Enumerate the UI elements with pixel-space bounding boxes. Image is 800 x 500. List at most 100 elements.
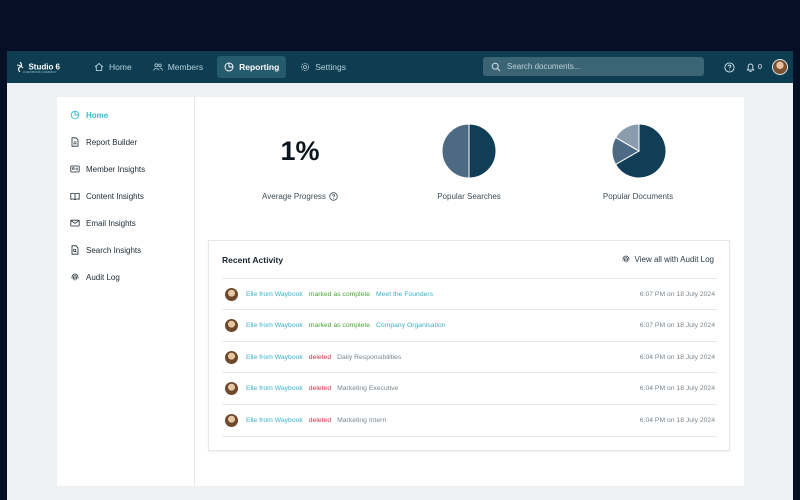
brand-name: Studio 6 xyxy=(28,62,61,72)
activity-row: Elle from Waybook deleted Marketing Exec… xyxy=(222,372,717,404)
sidebar-item-label: Home xyxy=(86,110,109,120)
average-progress-label-row: Average Progress xyxy=(240,192,360,201)
pie-slice[interactable] xyxy=(614,123,640,152)
popular-searches-label: Popular Searches xyxy=(437,192,501,201)
view-audit-log-link[interactable]: View all with Audit Log xyxy=(621,254,714,264)
activity-target-link[interactable]: Meet the Founders xyxy=(376,291,434,298)
average-progress-label: Average Progress xyxy=(262,192,326,201)
recent-activity-title: Recent Activity xyxy=(222,255,284,265)
reporting-sidebar: Home Report Builder Member Insights Cont… xyxy=(57,97,195,486)
activity-timestamp: 6:07 PM on 18 July 2024 xyxy=(639,291,715,298)
info-icon[interactable] xyxy=(329,192,338,201)
activity-user-avatar xyxy=(225,319,238,332)
member-card-icon xyxy=(70,165,80,173)
sidebar-item-audit-log[interactable]: Audit Log xyxy=(70,270,120,284)
members-icon xyxy=(152,63,163,71)
sidebar-item-label: Content Insights xyxy=(86,191,144,201)
activity-row: Elle from Waybook marked as complete Mee… xyxy=(222,278,717,310)
search-icon xyxy=(491,62,501,71)
nav-item-settings[interactable]: Settings xyxy=(293,56,353,78)
activity-action: deleted xyxy=(308,385,332,392)
activity-action: marked as complete xyxy=(308,322,370,329)
notifications-button[interactable]: 0 xyxy=(745,62,762,73)
brand-tagline: A WAYBOOK COMPANY xyxy=(23,70,57,74)
activity-user-link[interactable]: Elle from Waybook xyxy=(246,322,303,329)
sidebar-item-label: Report Builder xyxy=(86,137,138,147)
nav-item-label: Reporting xyxy=(239,62,280,72)
book-icon xyxy=(70,192,80,201)
stat-popular-documents: Popular Documents xyxy=(578,192,698,201)
user-avatar[interactable] xyxy=(771,59,788,75)
main-nav: Home Members Reporting Settings xyxy=(87,56,360,78)
sidebar-item-search-insights[interactable]: Search Insights xyxy=(70,243,141,257)
activity-user-link[interactable]: Elle from Waybook xyxy=(246,385,303,392)
popular-searches-pie-chart[interactable] xyxy=(441,123,497,179)
help-icon[interactable] xyxy=(724,61,735,73)
activity-target-link[interactable]: Company Organisation xyxy=(376,322,446,329)
home-icon xyxy=(70,110,80,120)
stat-average-progress: 1% xyxy=(250,136,350,167)
search-box[interactable] xyxy=(483,57,704,76)
activity-user-link[interactable]: Elle from Waybook xyxy=(246,291,303,298)
sidebar-item-label: Search Insights xyxy=(86,245,142,255)
sidebar-item-label: Email Insights xyxy=(86,218,136,228)
sidebar-item-home[interactable]: Home xyxy=(70,108,108,122)
popular-documents-label: Popular Documents xyxy=(602,192,674,201)
top-navigation-bar: Studio 6 A WAYBOOK COMPANY Home Members … xyxy=(7,51,793,83)
average-progress-value: 1% xyxy=(280,136,320,166)
pie-slice[interactable] xyxy=(614,123,667,179)
activity-action: deleted xyxy=(308,354,332,361)
activity-row: Elle from Waybook deleted Daily Responsi… xyxy=(222,341,717,373)
activity-action: marked as complete xyxy=(308,291,370,298)
recent-activity-card: Recent Activity View all with Audit Log … xyxy=(208,240,730,451)
popular-documents-pie-chart[interactable] xyxy=(611,123,667,179)
logo-mark-icon xyxy=(16,61,24,72)
sidebar-item-label: Member Insights xyxy=(86,164,146,174)
nav-item-home[interactable]: Home xyxy=(87,56,139,78)
home-icon xyxy=(94,62,104,72)
fingerprint-icon xyxy=(71,273,79,281)
bell-icon xyxy=(746,63,755,72)
activity-timestamp: 6:04 PM on 18 July 2024 xyxy=(639,417,715,424)
top-right-actions: 0 xyxy=(724,59,788,75)
activity-timestamp: 6:04 PM on 18 July 2024 xyxy=(639,354,715,361)
envelope-icon xyxy=(70,219,80,227)
fingerprint-icon xyxy=(622,255,629,263)
activity-user-avatar xyxy=(225,414,238,427)
studio6-logo[interactable]: Studio 6 A WAYBOOK COMPANY xyxy=(16,58,60,76)
stat-average-progress-caption: Average Progress xyxy=(240,192,360,201)
activity-row: Elle from Waybook marked as complete Com… xyxy=(222,309,717,341)
activity-list-bottom-border xyxy=(222,436,717,437)
nav-item-reporting[interactable]: Reporting xyxy=(217,56,287,78)
activity-user-avatar xyxy=(225,351,238,364)
nav-item-label: Settings xyxy=(315,62,346,72)
stat-popular-searches: Popular Searches xyxy=(409,192,529,201)
search-input[interactable] xyxy=(507,62,697,71)
sidebar-item-email-insights[interactable]: Email Insights xyxy=(70,216,136,230)
activity-user-link[interactable]: Elle from Waybook xyxy=(246,354,303,361)
nav-item-label: Home xyxy=(109,62,132,72)
pie-slice[interactable] xyxy=(441,123,470,179)
document-search-icon xyxy=(71,245,79,255)
activity-user-avatar xyxy=(225,382,238,395)
gear-icon xyxy=(301,63,310,71)
activity-target: Marketing Intern xyxy=(337,417,387,424)
sidebar-item-report-builder[interactable]: Report Builder xyxy=(70,135,137,149)
activity-target: Marketing Executive xyxy=(337,385,399,392)
activity-timestamp: 6:07 PM on 18 July 2024 xyxy=(639,322,715,329)
activity-timestamp: 6:04 PM on 18 July 2024 xyxy=(639,385,715,392)
activity-target: Daily Responsibilities xyxy=(337,354,402,361)
document-icon xyxy=(71,137,79,147)
notification-count: 0 xyxy=(758,63,762,71)
sidebar-item-content-insights[interactable]: Content Insights xyxy=(70,189,144,203)
activity-user-link[interactable]: Elle from Waybook xyxy=(246,417,303,424)
activity-action: deleted xyxy=(308,417,332,424)
sidebar-item-label: Audit Log xyxy=(86,272,120,282)
nav-item-members[interactable]: Members xyxy=(146,56,210,78)
sidebar-item-member-insights[interactable]: Member Insights xyxy=(70,162,145,176)
activity-row: Elle from Waybook deleted Marketing Inte… xyxy=(222,404,717,436)
activity-user-avatar xyxy=(225,288,238,301)
view-audit-log-label: View all with Audit Log xyxy=(634,254,714,264)
pie-slice[interactable] xyxy=(468,123,497,179)
reporting-icon xyxy=(224,62,234,72)
